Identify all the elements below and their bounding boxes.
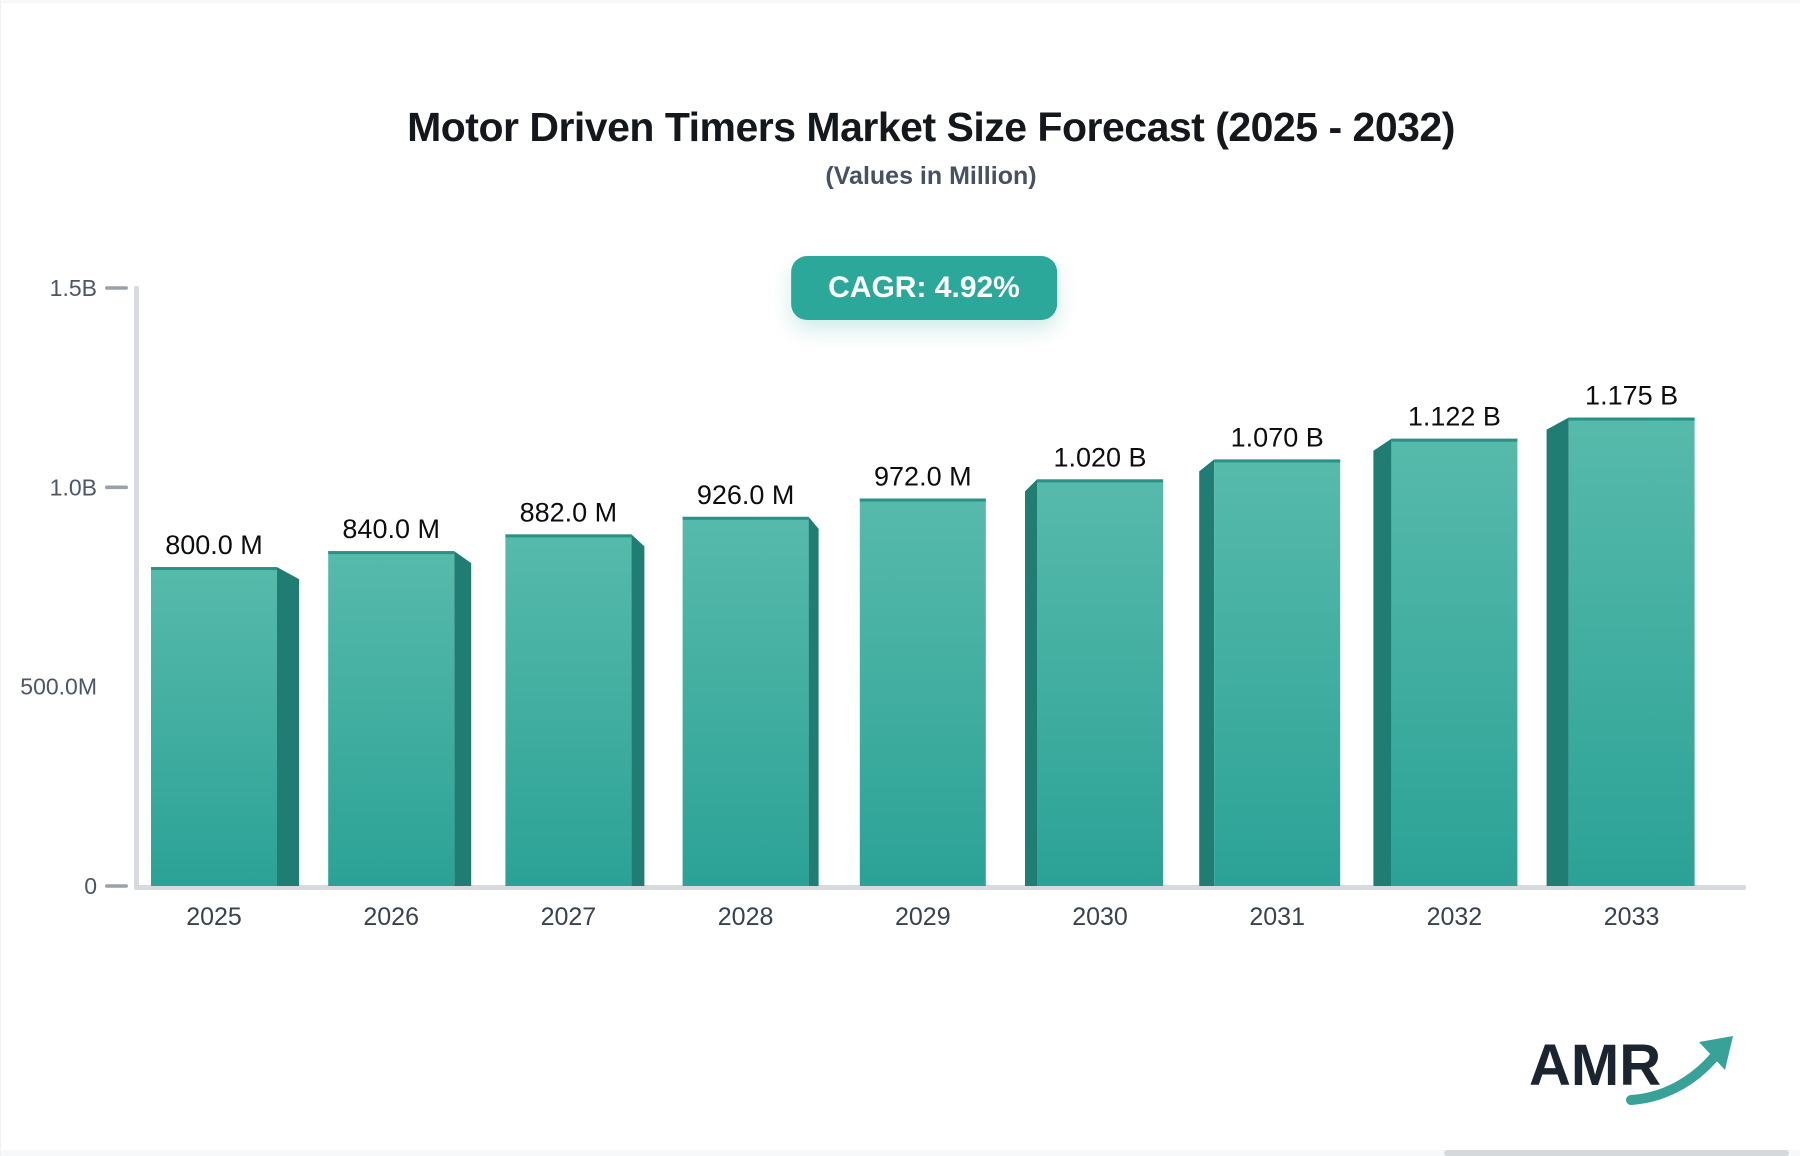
x-tick-label: 2026 [363,903,419,931]
bar-top-edge [505,534,632,538]
bar-top-edge [1391,438,1518,442]
bar-group-2031: 1.070 B 2031 [1199,422,1341,931]
bar-side-face [1199,459,1215,886]
y-tick-dash [105,485,128,490]
bar-side-face [454,551,472,886]
bar-value-label: 882.0 M [520,497,618,527]
bar-side-face [277,567,299,886]
card-top-edge [1,0,1800,3]
x-tick-label: 2032 [1427,903,1483,931]
chart-subtitle: (Values in Million) [825,162,1037,190]
logo-arrow-icon [1626,1036,1733,1105]
bar-value-label: 926.0 M [697,480,795,510]
horizontal-scrollbar-thumb[interactable] [1444,1150,1789,1156]
cagr-badge: CAGR: 4.92% [791,256,1057,320]
bar-top-edge [859,498,986,502]
y-tick-label: 1.5B [50,275,97,301]
bar-value-label: 1.175 B [1585,381,1678,411]
bar-group-2028: 926.0 M 2028 [682,480,819,931]
bar-side-face [808,516,819,886]
bar-value-label: 800.0 M [165,530,263,560]
horizontal-scrollbar-track [1,1150,1800,1156]
x-tick-label: 2031 [1249,903,1305,931]
bar-value-label: 1.122 B [1408,402,1501,432]
bar-group-2033: 1.175 B 2033 [1546,381,1695,931]
amr-logo: AMR [1529,1032,1733,1122]
bar-side-face [631,534,645,886]
bar-value-label: 1.070 B [1231,422,1324,452]
bar-face [151,567,277,886]
bar-top-edge [682,516,809,520]
y-tick-dash [105,286,128,290]
bar-face [1037,479,1163,886]
bar-face [682,516,809,886]
bar-side-face [1025,479,1037,886]
amr-logo-text: AMR [1529,1033,1662,1098]
bar-side-face [1546,417,1569,886]
y-tick-label: 1.0B [50,474,97,500]
bar-value-label: 1.020 B [1053,442,1146,472]
bar-face [1214,459,1341,886]
x-tick-label: 2030 [1072,903,1128,931]
bar-group-2029: 972.0 M 2029 [859,461,986,931]
bar-top-edge [328,551,455,555]
bar-top-edge [1568,417,1695,421]
bar-face [859,498,986,886]
x-tick-label: 2029 [895,903,951,931]
bar-group-2032: 1.122 B 2032 [1373,402,1518,931]
bar-value-label: 840.0 M [342,514,440,544]
bar-face [1568,417,1695,886]
x-axis-line [134,885,1746,890]
y-tick-dash [105,884,128,888]
bar-top-edge [151,567,277,571]
chart-title: Motor Driven Timers Market Size Forecast… [407,104,1455,150]
y-tick-label: 0 [84,873,97,899]
bar-face [1391,438,1518,886]
bar-group-2027: 882.0 M 2027 [505,497,645,931]
bar-face [328,551,455,886]
bar-group-2026: 840.0 M 2026 [328,514,472,931]
bar-group-2025: 800.0 M 2025 [151,530,299,931]
x-tick-label: 2027 [541,903,597,931]
bar-face [505,534,632,886]
x-tick-label: 2033 [1604,903,1660,931]
y-axis-line [134,286,139,888]
bar-value-label: 972.0 M [874,461,972,491]
bar-top-edge [1214,459,1341,463]
bar-top-edge [1037,479,1163,483]
bar-group-2030: 1.020 B 2030 [1025,442,1163,931]
y-tick-label: 500.0M [20,674,97,700]
bar-side-face [1373,438,1392,886]
x-tick-label: 2028 [718,903,774,931]
x-tick-label: 2025 [186,903,242,931]
